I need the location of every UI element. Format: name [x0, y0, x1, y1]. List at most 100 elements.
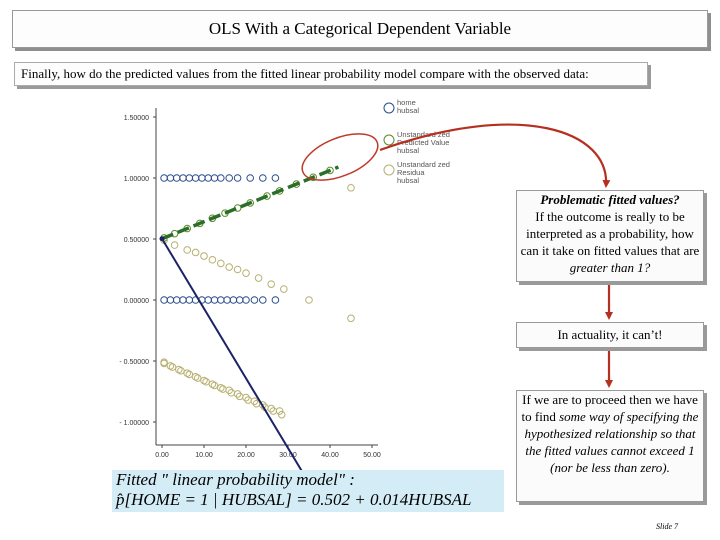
chart-annotations [159, 123, 613, 479]
callout-problematic: Problematic fitted values? If the outcom… [516, 190, 704, 282]
point-residual [305, 296, 313, 304]
intercept-dot [159, 236, 165, 242]
x-tick-label: 0.00 [155, 452, 169, 459]
legend-marker [383, 102, 395, 114]
point-home [160, 296, 168, 304]
legend-label: Unstandard zed Residua hubsal [397, 160, 450, 185]
point-home [185, 296, 194, 304]
y-tick-label: 0.50000 [124, 237, 149, 244]
point-residual [235, 392, 244, 401]
x-tick-label: 30.00 [279, 452, 297, 459]
callout-problematic-italic: greater than 1? [569, 260, 651, 275]
point-residual [191, 373, 200, 381]
point-residual [252, 399, 261, 408]
point-residual [280, 285, 288, 293]
point-residual [208, 380, 217, 388]
x-tick-label: 10.00 [195, 452, 213, 459]
y-tick-label: 0.00000 [124, 298, 149, 305]
point-residual [225, 263, 233, 271]
callout-proceed: If we are to proceed then we have to fin… [516, 390, 704, 502]
point-residual [233, 265, 242, 274]
point-residual [175, 365, 183, 374]
point-home [179, 174, 187, 182]
point-home [217, 174, 225, 182]
chart-axes: 1.50000 1.00000 0.50000 0.00000 - 0.50000 - 1… [119, 108, 381, 459]
point-home [166, 174, 175, 182]
point-home [259, 296, 267, 304]
point-residual [193, 374, 202, 382]
point-residual [200, 376, 208, 385]
legend-label: home hubsal [397, 98, 419, 115]
formula-line-1: Fitted " linear probability model" : [116, 470, 355, 489]
y-tick-label: 1.50000 [124, 115, 149, 122]
slide-title-text: OLS With a Categorical Dependent Variabl… [208, 19, 512, 38]
point-home [210, 174, 219, 182]
point-home [225, 174, 233, 182]
point-home [271, 174, 280, 182]
point-home [166, 296, 175, 304]
point-residual [244, 396, 252, 404]
point-residual [183, 246, 191, 254]
callout-cant-text: In actuality, it can’t! [557, 327, 663, 342]
point-home [172, 174, 181, 182]
point-residual [267, 280, 276, 288]
point-home [259, 174, 267, 182]
point-residual [347, 183, 355, 192]
point-residual [170, 241, 179, 249]
point-residual [168, 363, 177, 371]
legend-marker [383, 164, 395, 176]
arrow-to-callout [379, 123, 611, 188]
y-tick-label: - 1.00000 [119, 420, 149, 427]
point-home [198, 174, 206, 182]
point-residual [210, 381, 219, 390]
y-tick-label: 1.00000 [124, 176, 149, 183]
point-home [250, 296, 259, 304]
point-residual [202, 377, 210, 386]
point-home [271, 296, 280, 304]
legend-label: Unstandard zed Predicted Value hubsal [397, 130, 450, 155]
intro-text-box: Finally, how do the predicted values fro… [14, 62, 648, 86]
point-home [204, 174, 212, 182]
point-home [172, 296, 181, 304]
point-home [210, 296, 219, 304]
chart-legend: home hubsal Unstandard zed Predicted Value h… [383, 98, 450, 185]
fitted-line [161, 165, 340, 241]
point-home [233, 174, 242, 182]
point-residual [227, 388, 236, 397]
y-tick-label: - 0.50000 [119, 359, 149, 366]
point-home [246, 174, 254, 182]
point-home [235, 296, 244, 304]
point-home [204, 296, 212, 304]
point-residual [191, 248, 200, 257]
formula-line-2: p̂[HOME = 1 | HUBSAL] = 0.502 + 0.014HUB… [116, 490, 472, 509]
x-tick-label: 50.00 [363, 452, 381, 459]
point-residual [347, 314, 355, 323]
slide-number: Slide 7 [656, 522, 678, 531]
intro-text: Finally, how do the predicted values fro… [21, 66, 589, 81]
point-residual [269, 407, 278, 415]
point-home [179, 296, 187, 304]
point-residual [254, 274, 263, 282]
point-home [229, 296, 238, 304]
point-residual [208, 255, 217, 264]
callout-proceed-text: If we are to proceed then we have to fin… [521, 392, 698, 424]
point-home [242, 296, 250, 304]
highlight-ellipse [301, 133, 379, 181]
point-home [160, 174, 168, 182]
point-residual [160, 359, 168, 368]
chart-series [160, 165, 355, 419]
point-home [217, 296, 225, 304]
point-residual [217, 384, 225, 392]
callout-problematic-text: If the outcome is really to be interpret… [520, 209, 700, 258]
point-home [223, 296, 231, 304]
point-residual [242, 269, 250, 277]
callout-cant: In actuality, it can’t! [516, 322, 704, 348]
x-tick-label: 40.00 [321, 452, 339, 459]
point-home [191, 174, 200, 182]
point-home [185, 174, 194, 182]
x-tick-label: 20.00 [237, 452, 255, 459]
callout-proceed-italic: some way of specifying the hypothesized … [524, 409, 699, 475]
point-residual [166, 362, 175, 370]
intercept-pointer-line [161, 238, 307, 479]
